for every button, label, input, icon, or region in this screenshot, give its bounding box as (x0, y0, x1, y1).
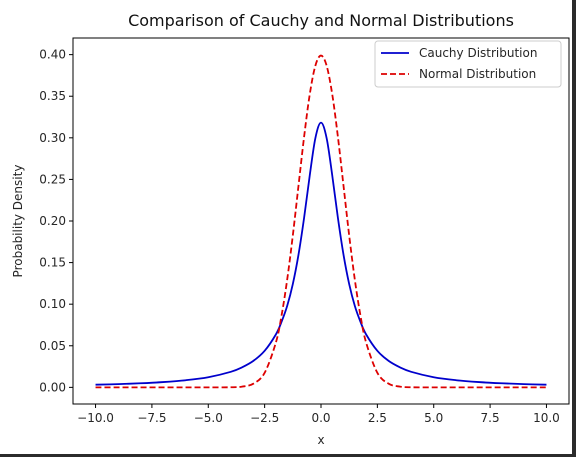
x-tick-label: −5.0 (194, 411, 223, 425)
series-line-normal (95, 54, 547, 389)
y-tick-label: 0.05 (39, 339, 66, 353)
chart-title: Comparison of Cauchy and Normal Distribu… (128, 11, 514, 30)
x-tick-label: −7.5 (137, 411, 166, 425)
y-tick-label: 0.40 (39, 48, 66, 62)
y-axis-title: Probability Density (11, 165, 25, 278)
plot-area (72, 37, 570, 405)
y-axis: 0.00 0.05 0.10 0.15 0.20 0.25 0.30 0.35 0.40 (39, 48, 73, 394)
legend-label-cauchy: Cauchy Distribution (419, 46, 537, 60)
x-tick-label: 5.0 (424, 411, 443, 425)
window-edge-right (572, 0, 576, 457)
y-tick-label: 0.25 (39, 172, 66, 186)
series-line-cauchy (95, 121, 547, 386)
x-tick-label: 0.0 (311, 411, 330, 425)
x-tick-label: 2.5 (368, 411, 387, 425)
y-tick-label: 0.30 (39, 131, 66, 145)
x-tick-label: 7.5 (481, 411, 500, 425)
legend: Cauchy Distribution Normal Distribution (374, 40, 562, 88)
window-edge-bottom (0, 454, 576, 457)
x-axis: −10.0 −7.5 −5.0 −2.5 0.0 2.5 5.0 7.5 10.0 (77, 404, 560, 425)
series-layer (95, 54, 547, 389)
legend-label-normal: Normal Distribution (419, 67, 536, 81)
y-tick-label: 0.10 (39, 297, 66, 311)
y-tick-label: 0.20 (39, 214, 66, 228)
legend-box (374, 40, 562, 88)
plot-frame (72, 37, 570, 405)
y-tick-label: 0.35 (39, 89, 66, 103)
x-axis-title: x (317, 433, 324, 447)
x-tick-label: −10.0 (77, 411, 114, 425)
y-tick-label: 0.15 (39, 256, 66, 270)
x-tick-label: 10.0 (533, 411, 560, 425)
x-tick-label: −2.5 (250, 411, 279, 425)
y-tick-label: 0.00 (39, 380, 66, 394)
